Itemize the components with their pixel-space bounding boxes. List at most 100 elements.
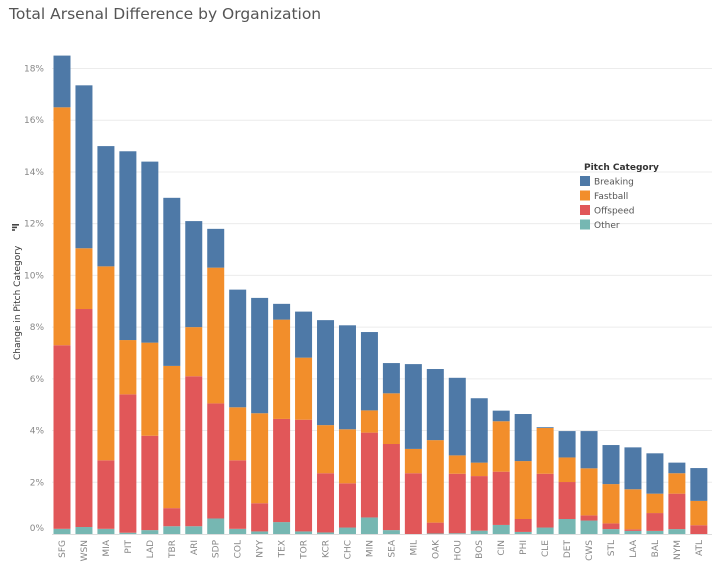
bar-breaking[interactable] <box>119 151 137 341</box>
bar-stack-chc[interactable] <box>338 325 356 534</box>
bar-stack-bal[interactable] <box>646 453 664 534</box>
bar-breaking[interactable] <box>668 462 686 474</box>
bar-other[interactable] <box>602 529 620 534</box>
bar-other[interactable] <box>119 532 137 534</box>
bar-stack-cws[interactable] <box>580 431 598 534</box>
bar-fastball[interactable] <box>492 421 510 472</box>
bar-fastball[interactable] <box>163 365 181 509</box>
bar-other[interactable] <box>317 532 335 534</box>
bar-offspeed[interactable] <box>119 394 137 533</box>
bar-breaking[interactable] <box>470 398 488 463</box>
bar-breaking[interactable] <box>492 410 510 422</box>
bar-other[interactable] <box>514 531 532 534</box>
bar-other[interactable] <box>97 528 115 534</box>
bar-breaking[interactable] <box>360 332 378 411</box>
bar-offspeed[interactable] <box>295 419 313 532</box>
bar-offspeed[interactable] <box>470 476 488 531</box>
bar-offspeed[interactable] <box>207 403 225 519</box>
bar-fastball[interactable] <box>646 493 664 514</box>
bar-stack-hou[interactable] <box>448 377 466 534</box>
bar-other[interactable] <box>251 531 269 534</box>
bar-other[interactable] <box>558 519 576 534</box>
bar-offspeed[interactable] <box>163 508 181 527</box>
bar-stack-cin[interactable] <box>492 410 510 534</box>
bar-other[interactable] <box>338 527 356 534</box>
bar-other[interactable] <box>580 520 598 534</box>
bar-breaking[interactable] <box>382 363 400 394</box>
bar-stack-sfg[interactable] <box>53 55 71 534</box>
bar-stack-sdp[interactable] <box>207 228 225 534</box>
bar-offspeed[interactable] <box>229 460 247 529</box>
legend-item-other[interactable]: Other <box>580 219 620 232</box>
bar-fastball[interactable] <box>185 327 203 377</box>
bar-fastball[interactable] <box>75 248 93 310</box>
bar-fastball[interactable] <box>536 427 554 474</box>
bar-other[interactable] <box>536 527 554 534</box>
bar-stack-cle[interactable] <box>536 427 554 534</box>
bar-other[interactable] <box>448 533 466 534</box>
bar-fastball[interactable] <box>229 407 247 461</box>
bar-breaking[interactable] <box>690 468 708 501</box>
bar-breaking[interactable] <box>97 146 115 267</box>
bar-offspeed[interactable] <box>97 460 115 529</box>
sort-icon[interactable] <box>12 224 19 231</box>
bar-offspeed[interactable] <box>514 519 532 532</box>
bar-stack-tex[interactable] <box>273 303 291 534</box>
bar-offspeed[interactable] <box>426 522 444 534</box>
bar-fastball[interactable] <box>295 357 313 420</box>
bar-fastball[interactable] <box>514 461 532 520</box>
bar-other[interactable] <box>273 522 291 534</box>
bar-fastball[interactable] <box>273 319 291 419</box>
bar-other[interactable] <box>646 530 664 534</box>
bar-offspeed[interactable] <box>141 435 159 531</box>
bar-offspeed[interactable] <box>536 473 554 528</box>
bar-offspeed[interactable] <box>75 309 93 528</box>
bar-offspeed[interactable] <box>580 515 598 521</box>
bar-other[interactable] <box>382 530 400 534</box>
bar-fastball[interactable] <box>602 484 620 524</box>
bar-other[interactable] <box>470 530 488 534</box>
bar-other[interactable] <box>207 518 225 534</box>
legend-item-breaking[interactable]: Breaking <box>580 176 634 188</box>
bar-fastball[interactable] <box>470 462 488 477</box>
bar-fastball[interactable] <box>690 500 708 526</box>
bar-stack-ari[interactable] <box>185 221 203 534</box>
bar-stack-oak[interactable] <box>426 369 444 534</box>
bar-fastball[interactable] <box>251 413 269 504</box>
bar-stack-pit[interactable] <box>119 151 137 534</box>
bar-other[interactable] <box>492 524 510 534</box>
bar-stack-tbr[interactable] <box>163 197 181 534</box>
bar-other[interactable] <box>163 526 181 534</box>
bar-other[interactable] <box>229 528 247 534</box>
bar-stack-kcr[interactable] <box>317 320 335 534</box>
bar-breaking[interactable] <box>448 377 466 456</box>
bar-fastball[interactable] <box>404 448 422 474</box>
bar-offspeed[interactable] <box>338 483 356 528</box>
bar-fastball[interactable] <box>360 410 378 433</box>
bar-breaking[interactable] <box>514 414 532 462</box>
bar-stack-wsn[interactable] <box>75 85 93 534</box>
bar-breaking[interactable] <box>338 325 356 430</box>
bar-other[interactable] <box>624 530 642 534</box>
bar-other[interactable] <box>426 533 444 534</box>
bar-offspeed[interactable] <box>624 529 642 531</box>
bar-fastball[interactable] <box>448 455 466 474</box>
bar-breaking[interactable] <box>163 197 181 366</box>
bar-offspeed[interactable] <box>273 418 291 523</box>
bar-breaking[interactable] <box>426 369 444 441</box>
bar-stack-col[interactable] <box>229 289 247 534</box>
bar-offspeed[interactable] <box>492 471 510 525</box>
bar-other[interactable] <box>360 517 378 534</box>
bar-fastball[interactable] <box>382 393 400 445</box>
bar-offspeed[interactable] <box>317 473 335 533</box>
bar-offspeed[interactable] <box>448 473 466 534</box>
bar-fastball[interactable] <box>53 107 71 346</box>
bar-breaking[interactable] <box>295 311 313 358</box>
bar-offspeed[interactable] <box>360 432 378 518</box>
bar-stack-mia[interactable] <box>97 146 115 534</box>
bar-breaking[interactable] <box>558 431 576 458</box>
legend-item-fastball[interactable]: Fastball <box>580 190 628 203</box>
bar-offspeed[interactable] <box>185 376 203 527</box>
bar-stack-min[interactable] <box>360 332 378 534</box>
bar-other[interactable] <box>668 529 686 534</box>
